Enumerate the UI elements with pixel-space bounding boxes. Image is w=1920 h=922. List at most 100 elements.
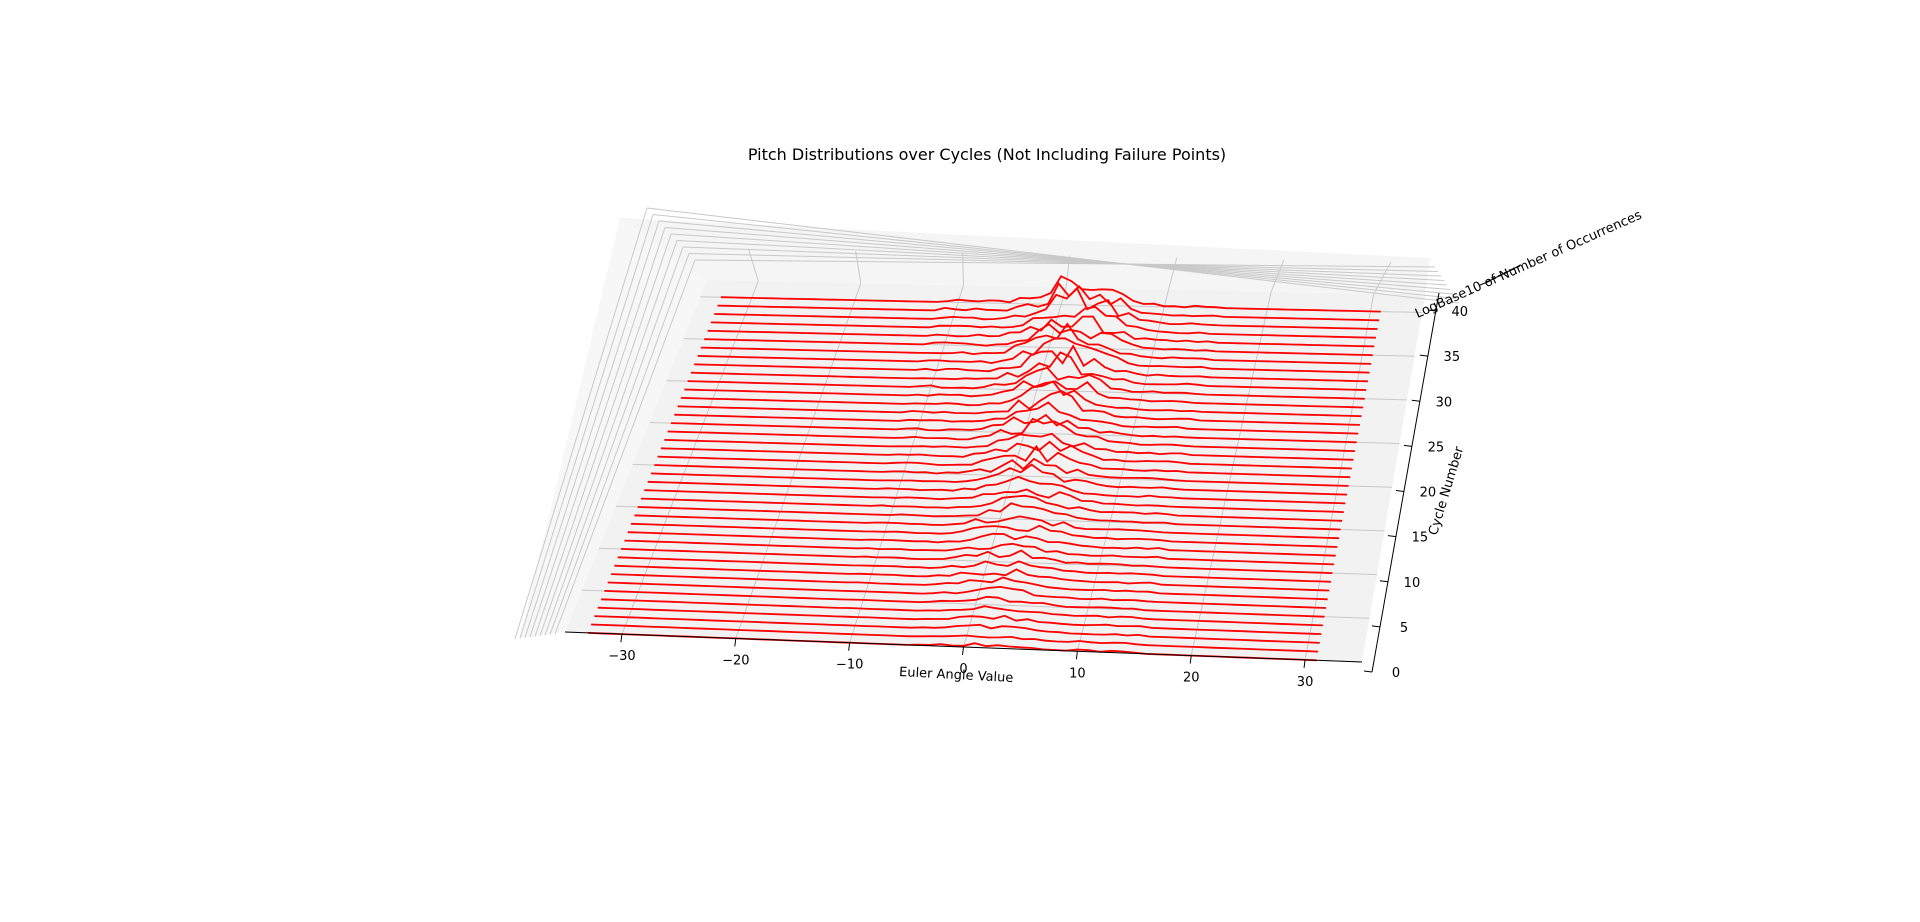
series-line-cycle <box>640 494 1343 522</box>
z-grid-line-back <box>664 227 1451 290</box>
x-grid-line-back <box>1373 261 1392 295</box>
z-grid-line-back <box>646 207 1460 304</box>
series-line-cycle <box>677 390 1360 426</box>
z-grid-line-left <box>524 220 660 638</box>
series-line-cycle <box>617 556 1331 583</box>
series-line-cycle <box>720 275 1381 313</box>
y-tick <box>1395 490 1404 493</box>
z-tick <box>1491 274 1503 280</box>
z-grid-line-back <box>652 214 1457 299</box>
series-line-cycle <box>684 380 1364 409</box>
series-line-cycle <box>620 548 1333 574</box>
y-tick-label: 15 <box>1412 531 1429 546</box>
series-line-cycle <box>604 590 1325 618</box>
x-tick-label: 30 <box>1297 675 1314 690</box>
series-line-cycle <box>637 502 1341 531</box>
y-tick-label: 0 <box>1392 666 1400 681</box>
x-tick <box>848 642 851 651</box>
y-tick <box>1403 444 1412 447</box>
axes: −30 −20 −10 0 10 20 30 0 5 10 15 20 25 30 35 40 <box>564 265 1521 690</box>
y-tick-label: 40 <box>1452 305 1469 320</box>
x-tick-label: 20 <box>1183 671 1200 686</box>
z-tick <box>1485 277 1497 283</box>
y-tick-label: 5 <box>1400 621 1408 636</box>
chart-title: Pitch Distributions over Cycles (Not Inc… <box>748 145 1226 164</box>
series-line-cycle <box>597 606 1322 635</box>
x-grid-line-back <box>748 248 759 282</box>
z-tick <box>1503 268 1515 274</box>
z-tick <box>1497 271 1509 277</box>
z-grid-line-back <box>688 253 1439 272</box>
series-line-cycle <box>654 457 1349 487</box>
x-grid-line-back <box>1168 257 1178 290</box>
x-grid-line-back <box>962 253 964 286</box>
x-tick-label: −10 <box>836 658 863 673</box>
series-line-cycle <box>710 306 1376 339</box>
z-grid-line-back <box>682 246 1442 277</box>
x-tick-label: 0 <box>959 662 967 677</box>
z-grid-line-left <box>519 214 654 639</box>
x-tick <box>620 634 623 643</box>
series-line-cycle <box>697 337 1370 374</box>
y-tick <box>1379 580 1389 583</box>
series-line-cycle <box>650 463 1348 496</box>
y-tick <box>1371 625 1381 628</box>
series-line-cycle <box>644 488 1344 513</box>
z-grid-line-left <box>549 253 690 635</box>
series-line-cycle <box>664 432 1354 461</box>
series-line-cycle <box>714 286 1378 330</box>
series-line-cycle <box>657 444 1351 479</box>
series-line-cycle <box>717 281 1380 322</box>
series-line-cycle <box>687 366 1365 400</box>
y-tick-label: 30 <box>1436 395 1453 410</box>
z-axis-label: LogBase10 of Number of Occurrences <box>1413 208 1644 322</box>
y-tick-label: 10 <box>1404 576 1421 591</box>
y-tick-label: 35 <box>1444 350 1461 365</box>
series-line-cycle <box>624 539 1335 566</box>
z-grid-line-back <box>670 233 1448 286</box>
series-line-cycle <box>647 475 1346 505</box>
series-line-cycle <box>594 615 1320 644</box>
x-tick <box>962 646 964 656</box>
series-line-cycle <box>690 351 1367 391</box>
left-wall <box>520 218 707 638</box>
series-line-cycle <box>614 564 1330 592</box>
series-line-cycle <box>667 417 1356 452</box>
z-tick <box>1509 265 1521 271</box>
series-line-cycle <box>607 581 1327 609</box>
y-tick <box>1363 670 1373 673</box>
y-tick-label: 25 <box>1428 440 1445 455</box>
series-line-cycle <box>601 598 1323 627</box>
z-grid-line-back <box>676 240 1445 281</box>
series-line-cycle <box>611 573 1328 601</box>
series-line-cycle <box>630 522 1338 548</box>
x-tick <box>734 638 737 647</box>
series-line-cycle <box>591 623 1319 653</box>
series-line-cycle <box>634 514 1340 540</box>
z-grid-line-left <box>529 227 666 638</box>
series-line-cycle <box>660 440 1352 470</box>
y-tick-label: 20 <box>1420 486 1437 501</box>
x-tick <box>1303 659 1306 668</box>
series-line-cycle <box>627 531 1336 557</box>
x-axis-label: Euler Angle Value <box>899 665 1014 686</box>
z-grid-line-left <box>534 233 672 637</box>
series-line-cycle <box>700 322 1372 365</box>
y-tick <box>1387 535 1396 538</box>
x-tick-label: −20 <box>722 653 749 668</box>
x-tick-label: −30 <box>608 649 635 664</box>
z-grid-line-left <box>554 259 696 635</box>
y-tick <box>1419 354 1428 357</box>
z-grid-line-back <box>694 259 1436 268</box>
y-tick <box>1411 399 1420 402</box>
series-lines <box>587 275 1381 662</box>
x-tick <box>1075 651 1078 660</box>
z-grid-line-back <box>658 220 1454 295</box>
x-tick <box>1189 655 1192 664</box>
series-line-cycle <box>674 401 1359 435</box>
z-grid-line-left <box>514 207 648 639</box>
z-grid-line-left <box>539 240 678 636</box>
x-tick-label: 10 <box>1069 666 1086 681</box>
z-tick <box>1479 280 1491 286</box>
